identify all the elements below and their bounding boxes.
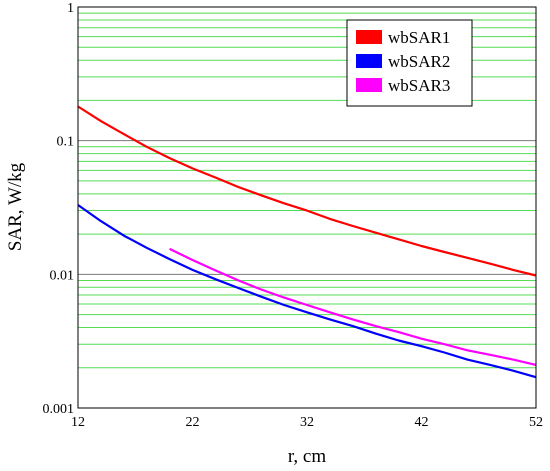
legend-swatch	[356, 30, 382, 44]
x-tick-label: 32	[300, 415, 314, 430]
series-line-wbSAR2	[77, 204, 537, 379]
y-tick-label: 1	[67, 1, 74, 16]
x-tick-label: 42	[415, 415, 429, 430]
x-axis-label: r, cm	[288, 446, 326, 467]
x-tick-label: 12	[71, 415, 85, 430]
x-tick-label: 22	[186, 415, 200, 430]
y-tick-label: 0.001	[43, 402, 75, 417]
legend-label: wbSAR2	[388, 52, 450, 71]
x-tick-label: 52	[529, 415, 543, 430]
legend-label: wbSAR1	[388, 28, 450, 47]
tick-labels: 12 22 32 42 52 0.001 0.01 0.1 1	[43, 1, 544, 430]
legend: wbSAR1 wbSAR2 wbSAR3	[346, 19, 473, 107]
y-axis-label: SAR, W/kg	[5, 162, 26, 251]
legend-label: wbSAR3	[388, 76, 450, 95]
series-line-wbSAR1	[77, 105, 537, 277]
series-line-wbSAR3	[169, 247, 537, 366]
y-tick-label: 0.01	[50, 268, 75, 283]
legend-swatch	[356, 78, 382, 92]
legend-swatch	[356, 54, 382, 68]
y-tick-label: 0.1	[57, 135, 75, 150]
plot-frame	[77, 6, 537, 409]
series-group	[77, 105, 537, 379]
